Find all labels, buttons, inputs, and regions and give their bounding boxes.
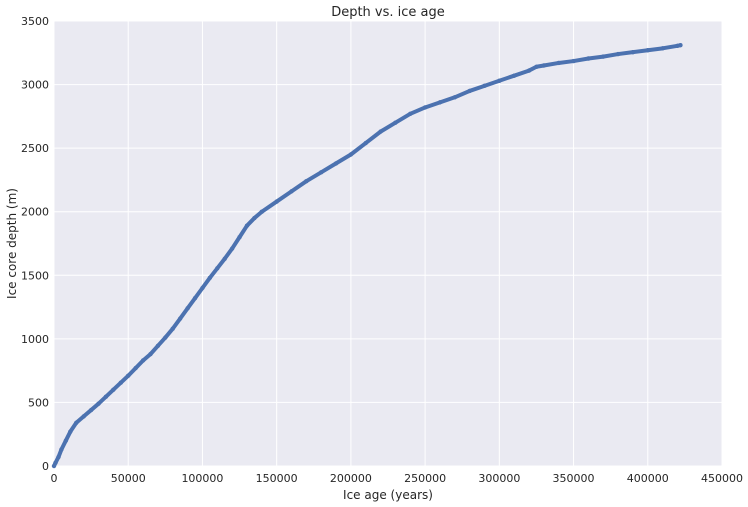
x-axis-label: Ice age (years) bbox=[343, 488, 433, 502]
data-point bbox=[526, 68, 532, 73]
x-tick-label: 50000 bbox=[111, 472, 146, 485]
x-tick-label: 250000 bbox=[404, 472, 446, 485]
data-point bbox=[378, 129, 383, 134]
chart-title: Depth vs. ice age bbox=[331, 5, 445, 20]
data-point bbox=[103, 394, 109, 399]
data-point bbox=[126, 373, 131, 378]
data-point bbox=[319, 170, 324, 175]
data-point bbox=[678, 42, 683, 48]
data-point bbox=[408, 111, 413, 117]
data-point bbox=[140, 358, 146, 363]
data-point bbox=[170, 326, 175, 331]
data-point bbox=[133, 365, 138, 371]
y-tick-label: 0 bbox=[42, 460, 49, 473]
plot-background bbox=[54, 21, 722, 466]
x-tick-label: 200000 bbox=[330, 472, 372, 485]
data-point bbox=[244, 223, 250, 228]
data-point bbox=[155, 343, 161, 349]
data-point bbox=[393, 120, 398, 125]
data-point bbox=[68, 429, 73, 434]
data-point bbox=[53, 460, 58, 466]
data-point bbox=[289, 189, 294, 194]
data-point bbox=[63, 438, 69, 443]
data-point bbox=[541, 63, 547, 68]
data-point bbox=[467, 88, 472, 94]
data-point bbox=[252, 215, 257, 221]
data-point bbox=[274, 199, 279, 204]
data-point bbox=[660, 46, 665, 51]
data-point bbox=[177, 316, 183, 321]
data-point bbox=[259, 209, 265, 214]
y-tick-label: 500 bbox=[28, 396, 49, 409]
data-point bbox=[88, 407, 94, 413]
data-point bbox=[511, 73, 517, 78]
data-point bbox=[630, 49, 636, 55]
data-point bbox=[586, 56, 591, 61]
y-tick-labels: 0 500 1000 1500 2000 2500 3000 3500 bbox=[21, 15, 49, 473]
data-point bbox=[229, 246, 235, 251]
data-point bbox=[222, 256, 227, 261]
y-axis-label: Ice core depth (m) bbox=[5, 188, 19, 299]
grid-lines bbox=[53, 20, 723, 467]
data-point bbox=[215, 266, 220, 271]
x-tick-label: 300000 bbox=[478, 472, 520, 485]
x-tick-label: 400000 bbox=[627, 472, 669, 485]
data-point bbox=[304, 179, 309, 184]
y-tick-label: 3500 bbox=[21, 15, 49, 28]
data-point bbox=[163, 335, 168, 340]
data-point bbox=[497, 78, 502, 83]
data-series bbox=[51, 42, 683, 469]
y-tick-label: 1500 bbox=[21, 269, 49, 282]
data-point bbox=[556, 60, 561, 66]
data-point bbox=[74, 420, 79, 425]
data-point bbox=[118, 380, 124, 385]
data-point bbox=[56, 454, 61, 460]
data-point bbox=[422, 105, 428, 110]
x-tick-label: 450000 bbox=[701, 472, 743, 485]
data-point bbox=[237, 234, 242, 240]
x-tick-label: 150000 bbox=[256, 472, 298, 485]
data-point bbox=[185, 306, 190, 311]
y-tick-label: 2500 bbox=[21, 142, 49, 155]
x-tick-label: 100000 bbox=[181, 472, 223, 485]
data-point bbox=[96, 401, 101, 406]
data-point bbox=[571, 58, 576, 64]
y-tick-label: 2000 bbox=[21, 206, 49, 219]
data-point bbox=[452, 95, 457, 100]
data-point bbox=[207, 275, 213, 281]
x-tick-labels: 0 50000 100000 150000 200000 250000 300000 3500… bbox=[51, 472, 744, 485]
data-point bbox=[192, 295, 198, 301]
data-point bbox=[482, 83, 487, 89]
data-point bbox=[59, 447, 64, 452]
data-point bbox=[534, 64, 539, 69]
data-point bbox=[81, 414, 86, 419]
data-point bbox=[111, 387, 116, 392]
data-point bbox=[363, 140, 368, 146]
y-tick-label: 1000 bbox=[21, 333, 49, 346]
data-point bbox=[348, 152, 354, 157]
x-tick-label: 0 bbox=[51, 472, 58, 485]
data-point bbox=[333, 161, 339, 166]
data-point bbox=[615, 51, 621, 57]
data-point bbox=[601, 54, 606, 59]
data-point bbox=[148, 351, 153, 357]
y-tick-label: 3000 bbox=[21, 79, 49, 92]
x-tick-label: 350000 bbox=[553, 472, 595, 485]
data-point bbox=[437, 100, 443, 105]
data-point bbox=[645, 48, 650, 53]
data-point bbox=[200, 285, 205, 291]
